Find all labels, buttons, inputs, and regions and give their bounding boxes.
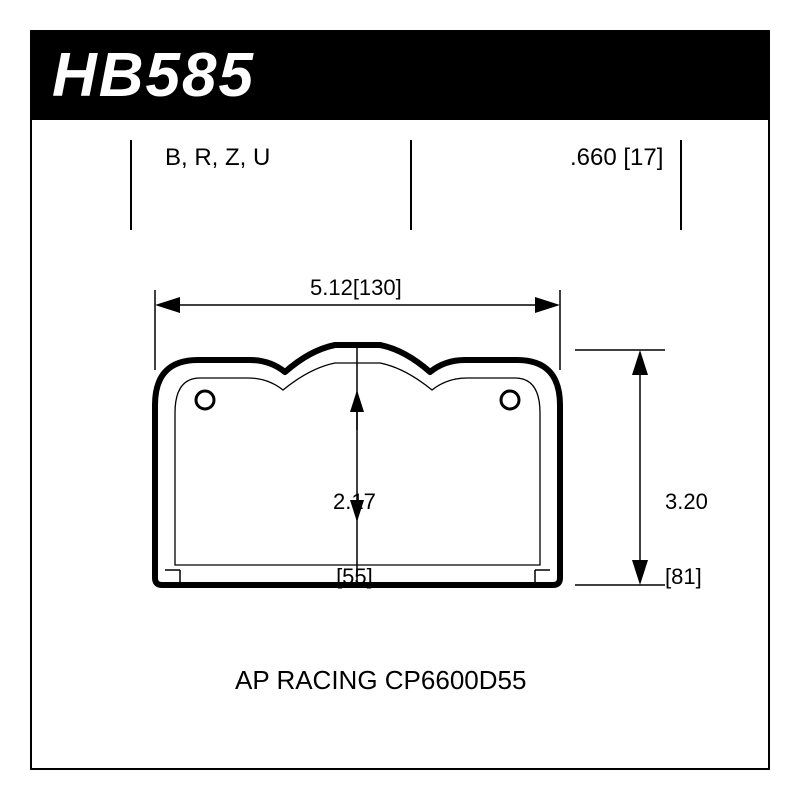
dim-center: 2.17 [55]	[333, 438, 376, 615]
footer-model: AP RACING CP6600D55	[235, 665, 526, 696]
dim-height: 3.20 [81]	[665, 438, 708, 615]
dim-height-mm: [81]	[665, 564, 708, 589]
dim-center-mm: [55]	[333, 564, 376, 589]
dim-center-in: 2.17	[333, 489, 376, 514]
dim-height-in: 3.20	[665, 489, 708, 514]
dim-width: 5.12[130]	[310, 275, 402, 300]
